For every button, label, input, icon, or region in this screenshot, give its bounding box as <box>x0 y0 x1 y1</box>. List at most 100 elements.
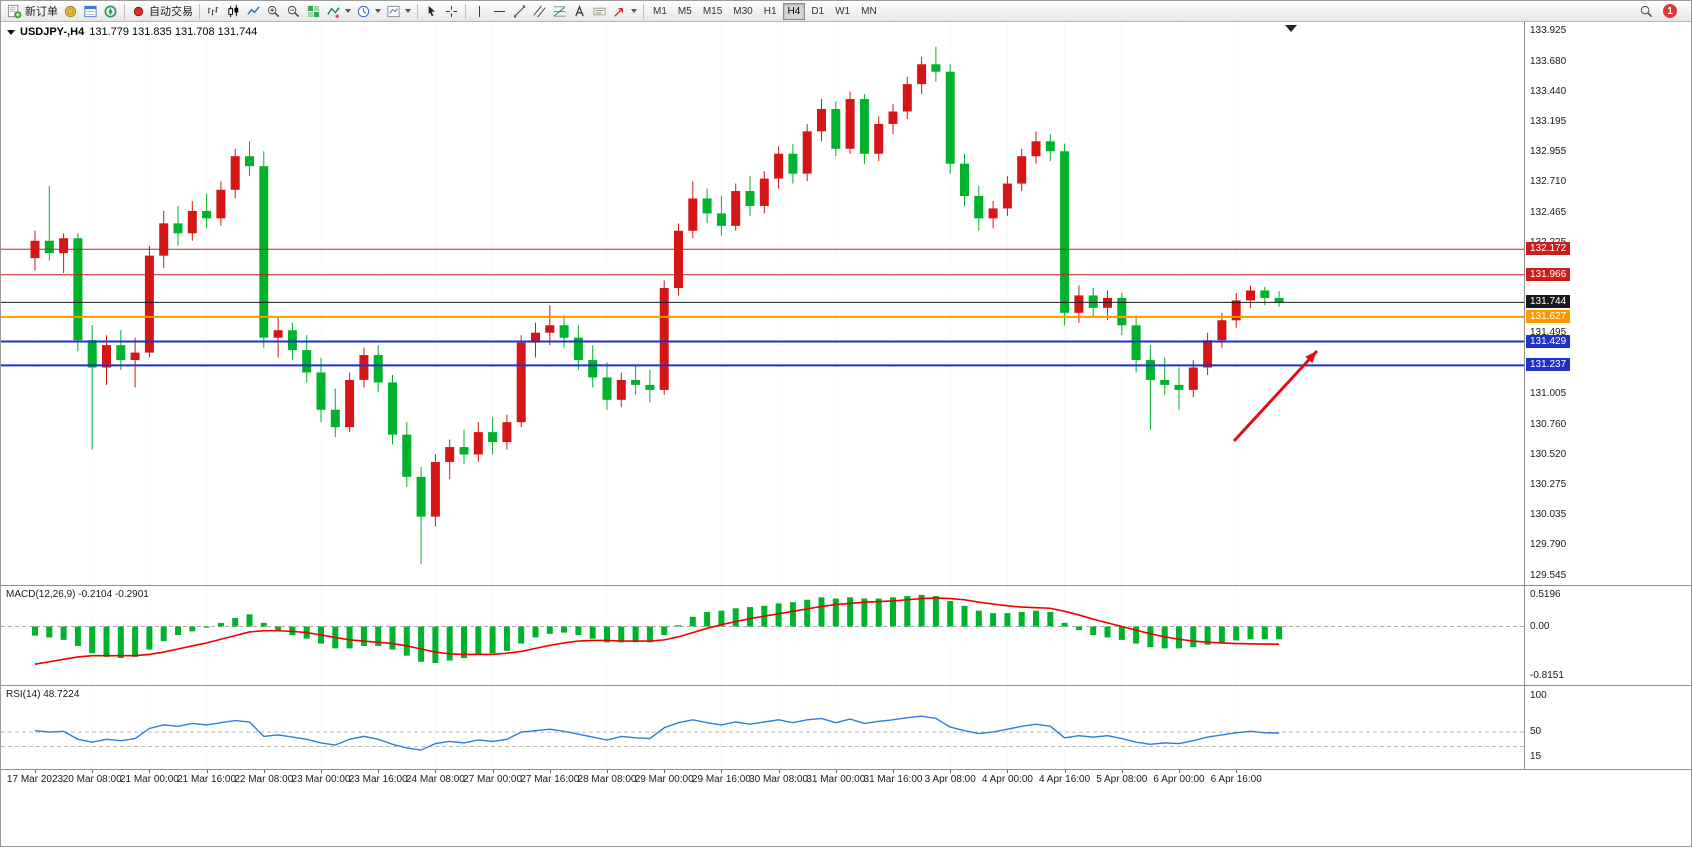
timeframe-button-H4[interactable]: H4 <box>782 2 806 20</box>
time-label: 17 Mar 2023 <box>6 774 64 785</box>
bar-chart-mode-icon <box>207 6 219 15</box>
time-label: 28 Mar 08:00 <box>577 774 637 785</box>
time-label: 30 Mar 08:00 <box>749 774 809 785</box>
chart-shift-marker[interactable] <box>1285 25 1297 32</box>
time-tick <box>1121 770 1123 773</box>
macd-panel-plot[interactable] <box>1 586 1524 685</box>
time-tick <box>435 770 437 773</box>
collapse-triangle-icon[interactable] <box>7 29 15 35</box>
rsi-axis[interactable]: 100 50 15 <box>1524 686 1691 769</box>
macd-axis[interactable]: 0.5196 0.00 -0.8151 <box>1524 586 1691 685</box>
data-window-button[interactable] <box>81 2 100 21</box>
time-tick <box>206 770 208 773</box>
zoom-out-button[interactable] <box>284 2 303 21</box>
text-label-icon <box>593 7 606 15</box>
tile-windows-button[interactable] <box>304 2 323 21</box>
indicators-button[interactable] <box>324 2 353 21</box>
navigator-button[interactable] <box>101 2 120 21</box>
chevron-down-icon <box>345 9 351 13</box>
channel-tool-button[interactable] <box>530 2 549 21</box>
time-tick <box>893 770 894 773</box>
price-axis-label: 129.790 <box>1530 539 1567 551</box>
price-axis-label: 132.955 <box>1530 145 1567 157</box>
timeframe-button-MN[interactable]: MN <box>856 3 882 20</box>
price-line-badge: 131.744 <box>1526 295 1571 309</box>
price-axis-label: 133.680 <box>1530 55 1567 67</box>
vertical-line-icon <box>479 5 480 17</box>
rsi-panel-plot[interactable] <box>1 686 1524 769</box>
rsi-header: RSI(14) 48.7224 <box>6 689 80 700</box>
time-label: 5 Apr 08:00 <box>1096 774 1148 785</box>
template-icon <box>387 5 400 17</box>
horizontal-line-icon <box>493 10 506 12</box>
templates-button[interactable] <box>384 2 413 21</box>
macd-axis-label: -0.8151 <box>1530 670 1564 682</box>
time-label: 3 Apr 08:00 <box>924 774 976 785</box>
price-axis-label: 131.005 <box>1530 388 1567 400</box>
autotrading-button[interactable]: 自动交易 <box>129 2 195 21</box>
candles-layer <box>30 46 1284 564</box>
time-tick <box>778 770 780 773</box>
toolbar-separator <box>199 3 200 19</box>
time-label: 4 Apr 16:00 <box>1039 774 1091 785</box>
time-axis[interactable]: 17 Mar 2023 20 Mar 08:00 21 Mar 00:00 21 Ma… <box>1 770 1691 788</box>
new-order-button[interactable]: 新订单 <box>5 2 60 21</box>
panel-splitter[interactable] <box>1 585 1691 586</box>
fibonacci-tool-button[interactable] <box>550 2 569 21</box>
timeframe-button-W1[interactable]: W1 <box>830 3 855 20</box>
toolbar: 新订单 自动交 <box>1 1 1691 22</box>
bar-chart-mode-button[interactable] <box>204 2 223 21</box>
panel-splitter[interactable] <box>1 685 1691 686</box>
label-tool-button[interactable] <box>590 2 609 21</box>
notification-badge[interactable]: 1 <box>1663 4 1677 18</box>
search-icon <box>1640 5 1653 17</box>
timeframe-button-M15[interactable]: M15 <box>698 3 727 20</box>
horizontal-line-tool-button[interactable] <box>490 2 509 21</box>
timeframe-button-M1[interactable]: M1 <box>648 3 672 20</box>
timeframe-button-M5[interactable]: M5 <box>673 3 697 20</box>
trend-arrow-annotation[interactable] <box>1232 349 1319 443</box>
line-chart-mode-button[interactable] <box>244 2 263 21</box>
chevron-down-icon <box>631 9 637 13</box>
search-button[interactable] <box>1637 2 1656 21</box>
chevron-down-icon <box>405 9 411 13</box>
timeframe-button-D1[interactable]: D1 <box>806 3 829 20</box>
arrows-tool-button[interactable] <box>610 2 639 21</box>
timeframe-button-H1[interactable]: H1 <box>759 3 782 20</box>
timeframe-button-M30[interactable]: M30 <box>728 3 757 20</box>
price-axis-label: 133.925 <box>1530 25 1567 37</box>
price-axis-label: 129.545 <box>1530 569 1567 581</box>
new-order-label: 新订单 <box>25 6 58 18</box>
time-label: 29 Mar 16:00 <box>691 774 751 785</box>
crosshair-button[interactable] <box>442 2 461 21</box>
new-order-icon <box>7 4 22 18</box>
trendline-icon <box>513 5 526 17</box>
time-tick <box>321 770 322 773</box>
macd-signal-line <box>34 597 1280 665</box>
rsi-axis-label: 15 <box>1530 751 1542 763</box>
panel-splitter <box>1 769 1691 770</box>
price-axis-label: 130.520 <box>1530 448 1567 460</box>
clock-icon <box>357 5 370 17</box>
market-watch-button[interactable] <box>61 2 80 21</box>
price-line-badge: 132.172 <box>1526 242 1571 256</box>
crosshair-icon <box>445 5 458 17</box>
trendline-tool-button[interactable] <box>510 2 529 21</box>
horizontal-lines-layer[interactable] <box>1 248 1524 367</box>
vertical-line-tool-button[interactable] <box>470 2 489 21</box>
price-axis[interactable]: 133.925 133.680 133.440 133.195 132.955 132.7… <box>1524 22 1691 585</box>
time-label: 24 Mar 08:00 <box>405 774 465 785</box>
zoom-in-button[interactable] <box>264 2 283 21</box>
text-tool-button[interactable] <box>570 2 589 21</box>
time-tick <box>149 770 151 773</box>
price-line-badge: 131.429 <box>1526 334 1571 348</box>
candlestick-mode-icon <box>228 4 239 17</box>
main-chart-plot[interactable] <box>1 22 1524 585</box>
time-tick <box>1007 770 1009 773</box>
time-label: 23 Mar 16:00 <box>348 774 408 785</box>
time-tick <box>92 770 94 773</box>
time-tick <box>492 770 494 773</box>
periods-button[interactable] <box>354 2 383 21</box>
cursor-button[interactable] <box>422 2 441 21</box>
candlestick-mode-button[interactable] <box>224 2 243 21</box>
